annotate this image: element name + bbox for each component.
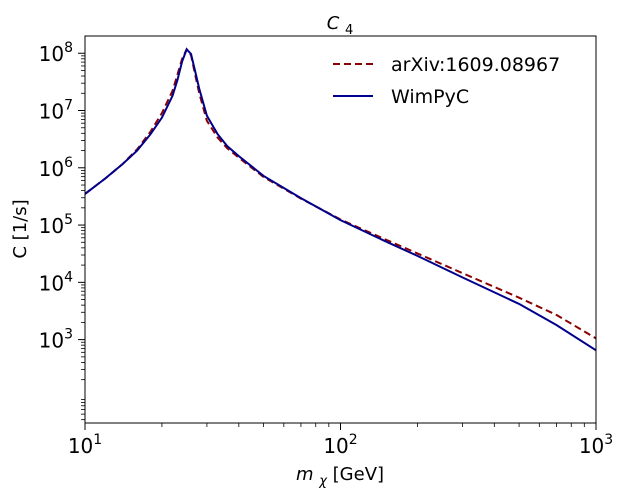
series-line-arxiv bbox=[85, 47, 596, 340]
legend: arXiv:1609.08967 WimPyC bbox=[333, 54, 560, 108]
y-tick-label: 107 bbox=[39, 98, 73, 124]
legend-label-wimpyc: WimPyC bbox=[391, 86, 469, 108]
y-axis-ticks: 103 104 105 106 107 108 bbox=[39, 40, 85, 421]
y-tick-label: 106 bbox=[39, 155, 73, 181]
x-tick-label: 101 bbox=[68, 432, 102, 458]
chart-title: C 4 bbox=[327, 13, 354, 38]
x-axis-label-sub: χ bbox=[318, 474, 328, 489]
x-tick-label: 102 bbox=[323, 432, 357, 458]
x-axis-label: m χ [GeV] bbox=[296, 464, 384, 490]
y-tick-label: 105 bbox=[39, 212, 73, 238]
x-tick-label: 103 bbox=[579, 432, 613, 458]
x-axis-label-var: m bbox=[296, 464, 314, 485]
x-axis-label-unit: [GeV] bbox=[333, 464, 384, 485]
y-tick-label: 103 bbox=[39, 327, 73, 353]
series-line-wimpyc bbox=[85, 47, 596, 352]
series-layer bbox=[85, 47, 596, 352]
legend-label-arxiv: arXiv:1609.08967 bbox=[391, 54, 560, 76]
y-tick-label: 104 bbox=[39, 269, 73, 295]
x-axis-ticks: 101 102 103 bbox=[68, 423, 613, 458]
y-axis-label: C [1/s] bbox=[10, 199, 31, 258]
title-main: C bbox=[327, 13, 340, 34]
y-tick-label: 108 bbox=[39, 40, 73, 66]
title-subscript: 4 bbox=[345, 23, 353, 38]
